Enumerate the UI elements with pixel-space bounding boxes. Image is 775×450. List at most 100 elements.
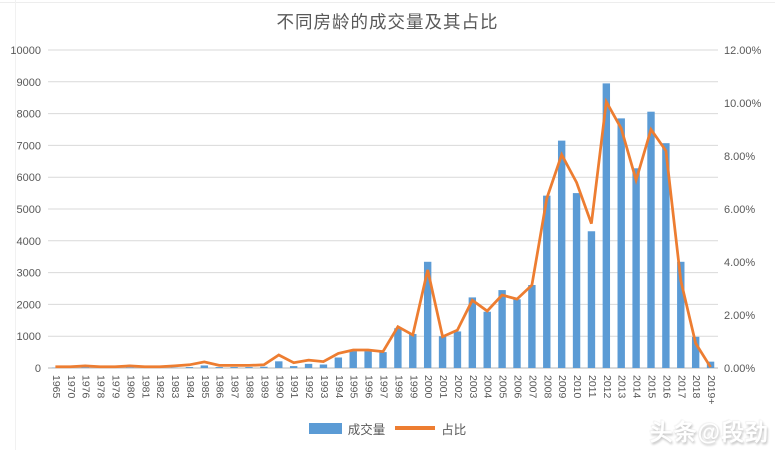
y-axis-label-left: 7000: [17, 140, 41, 152]
x-axis-label: 2001: [437, 375, 449, 399]
y-axis-label-left: 4000: [17, 236, 41, 248]
y-axis-label-right: 8.00%: [724, 151, 755, 163]
volume-bar: [677, 261, 685, 368]
y-axis-label-left: 6000: [17, 172, 41, 184]
frame-line-top: [0, 2, 775, 3]
x-axis-label: 1995: [348, 375, 360, 399]
x-axis-label: 2003: [467, 375, 479, 399]
y-axis-label-left: 3000: [17, 268, 41, 280]
volume-bar: [498, 290, 506, 368]
y-axis-label-right: 10.00%: [724, 98, 762, 110]
y-axis-label-right: 6.00%: [724, 204, 755, 216]
volume-bar: [438, 336, 447, 368]
x-axis-label: 2007: [526, 375, 538, 399]
x-axis-label: 2018: [690, 375, 702, 399]
y-axis-label-right: 0.00%: [724, 363, 755, 375]
x-axis-label: 1991: [288, 375, 300, 399]
x-axis-label: 2013: [616, 375, 628, 399]
volume-bar: [423, 261, 432, 368]
x-axis-label: 1987: [229, 375, 241, 399]
volume-bar: [513, 299, 521, 368]
volume-bar: [81, 367, 89, 368]
x-axis-label: 2011: [586, 375, 598, 398]
legend-label-ratio: 占比: [441, 422, 467, 437]
ratio-swatch-icon: [395, 426, 436, 430]
x-axis-label: 1992: [303, 375, 315, 399]
volume-bar: [409, 333, 417, 368]
chart-title: 不同房龄的成交量及其占比: [276, 12, 499, 32]
x-axis-label: 2017: [675, 375, 687, 399]
volume-bar: [260, 366, 268, 368]
x-axis-label: 2005: [497, 375, 509, 399]
x-axis-label: 1983: [169, 375, 181, 399]
x-axis-label: 1980: [124, 375, 136, 399]
y-axis-label-left: 8000: [17, 109, 41, 121]
x-axis-label: 2014: [631, 375, 643, 399]
x-axis-label: 2000: [422, 375, 434, 399]
x-axis-label: 2002: [452, 375, 464, 399]
x-axis-label: 1981: [139, 375, 151, 399]
x-axis-label: 1985: [199, 375, 211, 399]
x-axis-label: 2015: [646, 375, 658, 399]
chart-plot: 0 1000 2000 3000 4000 5000 6000 7000 8000 9000 100…: [10, 45, 762, 405]
x-axis-label: 1994: [333, 375, 345, 399]
volume-bar: [394, 328, 402, 368]
volume-bar: [557, 140, 566, 368]
x-axis-label: 1993: [318, 375, 330, 399]
legend-label-volume: 成交量: [347, 422, 386, 437]
volume-bar: [543, 195, 551, 368]
volume-bar: [453, 331, 462, 368]
y-axis-label-right: 2.00%: [724, 310, 755, 322]
volume-bar: [483, 311, 491, 368]
x-axis-label: 1986: [214, 375, 226, 399]
volume-bar: [304, 363, 313, 368]
x-axis-label: 2009: [556, 375, 568, 399]
volume-bar: [602, 83, 611, 368]
x-axis-label: 2006: [512, 375, 524, 399]
y-axis-label-right: 12.00%: [724, 45, 762, 57]
x-axis-label: 2019+: [705, 375, 717, 405]
y-axis-label-left: 5000: [17, 204, 41, 216]
x-axis-label: 1982: [154, 375, 166, 399]
x-axis-label: 1997: [378, 375, 390, 399]
x-axis-label: 2010: [571, 375, 583, 399]
x-axis-label: 1965: [50, 375, 62, 399]
volume-bar: [572, 193, 581, 368]
volume-bar: [275, 361, 283, 368]
x-axis-label: 1978: [95, 375, 107, 399]
y-axis-label-right: 4.00%: [724, 257, 755, 269]
x-axis-label: 1988: [244, 375, 256, 399]
legend-item-ratio: 占比: [395, 419, 466, 438]
volume-bar: [468, 297, 477, 368]
volume-bar: [289, 366, 298, 368]
x-axis-label: 1990: [273, 375, 285, 399]
x-axis-label: 1989: [258, 375, 270, 399]
volume-bar: [200, 365, 209, 368]
volume-bar: [230, 367, 238, 368]
x-axis-label: 1970: [65, 375, 77, 399]
volume-bar: [364, 351, 372, 368]
volume-bar: [215, 367, 223, 368]
volume-bar: [334, 357, 343, 368]
ratio-line: [55, 97, 712, 369]
volume-bar: [691, 336, 700, 368]
volume-bar: [379, 352, 387, 368]
volume-bar: [245, 367, 253, 368]
x-axis-label: 2016: [660, 375, 672, 399]
x-axis-label: 2008: [541, 375, 553, 399]
volume-bar: [349, 351, 357, 368]
volume-swatch-icon: [308, 422, 342, 434]
x-axis-label: 2004: [482, 375, 494, 399]
frame-line-left: [15, 0, 16, 450]
x-axis-label: 1976: [80, 375, 92, 399]
watermark: 头条@段劲: [649, 419, 769, 445]
y-axis-label-left: 9000: [17, 77, 41, 89]
volume-bar: [185, 367, 194, 368]
volume-bar: [647, 111, 655, 368]
y-axis-label-left: 0: [35, 363, 41, 375]
y-axis-label-left: 2000: [17, 299, 41, 311]
volume-bar: [587, 231, 596, 368]
y-axis-label-left: 10000: [10, 45, 41, 57]
x-axis-label: 1996: [363, 375, 375, 399]
